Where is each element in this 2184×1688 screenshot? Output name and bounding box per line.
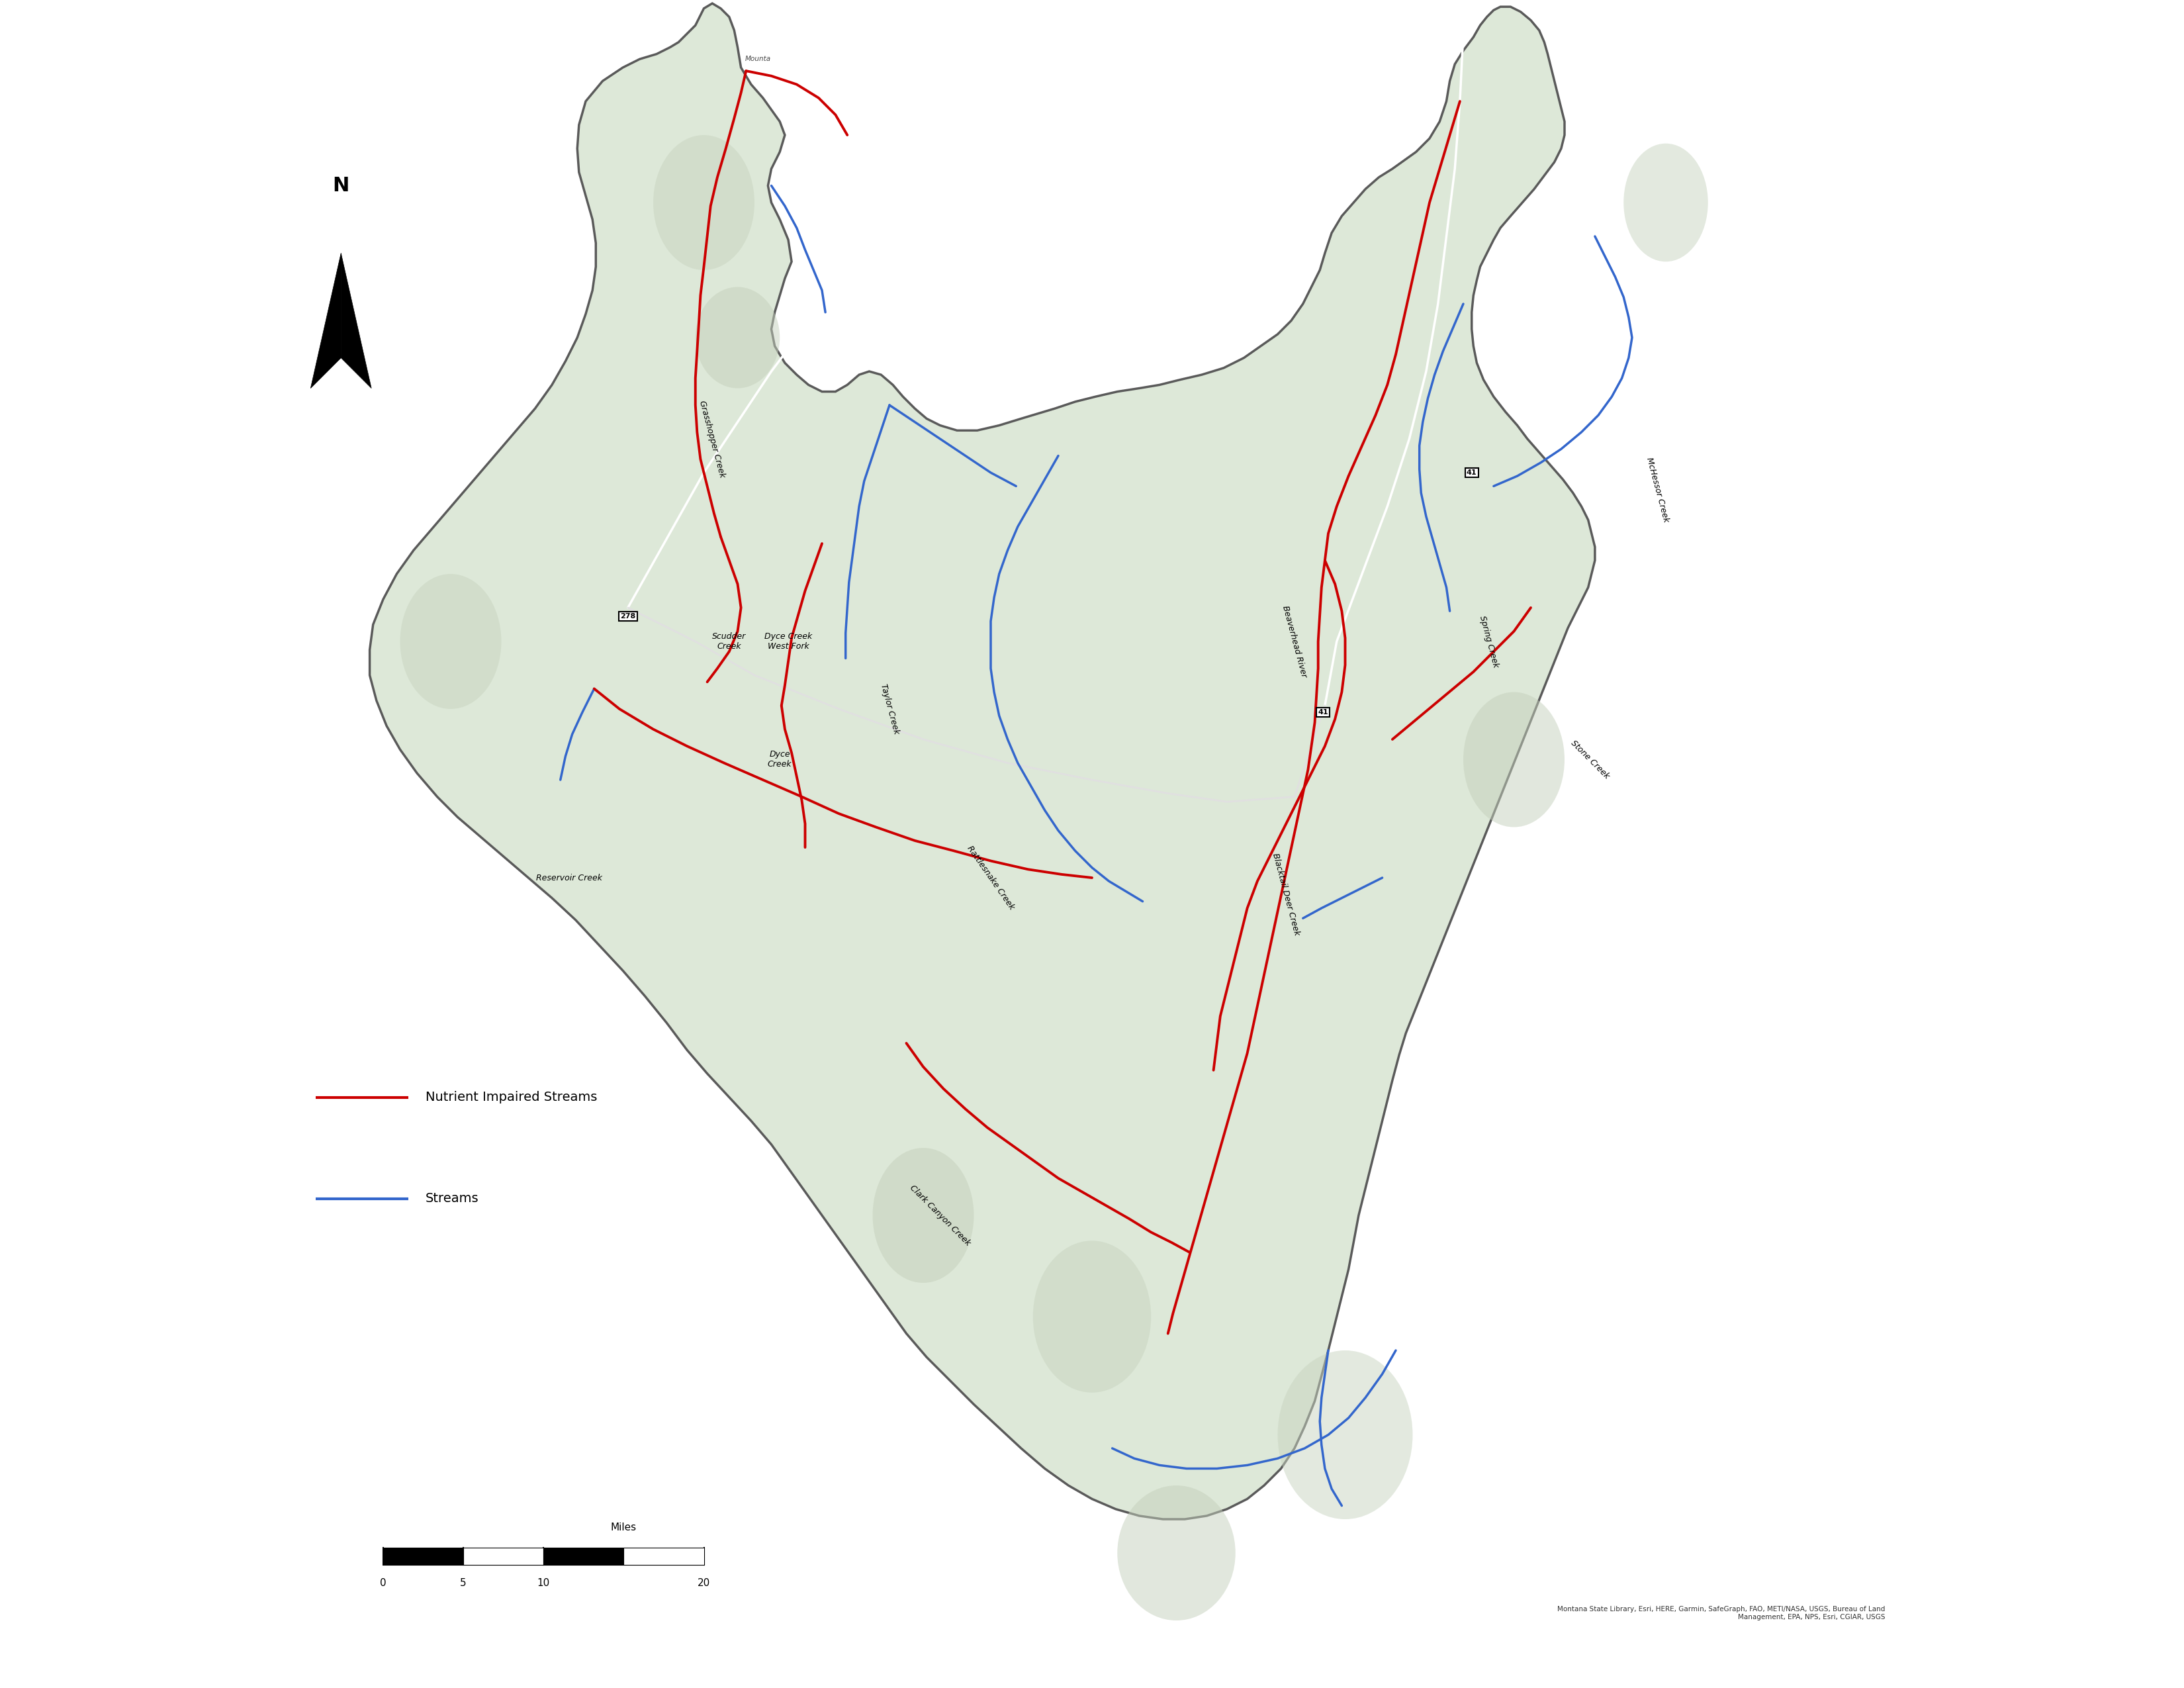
Text: 10: 10 [537, 1578, 550, 1588]
Text: Streams: Streams [426, 1192, 478, 1205]
Text: Blacktail Deer Creek: Blacktail Deer Creek [1271, 852, 1302, 937]
Text: Scudder
Creek: Scudder Creek [712, 633, 747, 650]
Ellipse shape [1278, 1350, 1413, 1519]
Polygon shape [341, 253, 371, 388]
Bar [544, 1548, 625, 1565]
Polygon shape [310, 253, 341, 388]
Text: Mounta: Mounta [745, 56, 771, 62]
Text: Spring Creek: Spring Creek [1479, 614, 1500, 668]
Text: Taylor Creek: Taylor Creek [878, 684, 900, 734]
Text: Dyce
Creek: Dyce Creek [767, 751, 793, 768]
Text: 20: 20 [697, 1578, 710, 1588]
Text: Rattlesnake Creek: Rattlesnake Creek [965, 844, 1016, 912]
Text: Beaverhead River: Beaverhead River [1280, 604, 1308, 679]
Bar [382, 1548, 463, 1565]
Text: 41: 41 [1317, 709, 1328, 716]
Text: 278: 278 [620, 613, 636, 619]
Ellipse shape [1118, 1485, 1236, 1620]
Ellipse shape [1463, 692, 1564, 827]
Polygon shape [369, 3, 1594, 1519]
Text: Nutrient Impaired Streams: Nutrient Impaired Streams [426, 1090, 596, 1104]
Ellipse shape [400, 574, 502, 709]
Text: N: N [332, 176, 349, 196]
Bar [463, 1548, 544, 1565]
Ellipse shape [874, 1148, 974, 1283]
Text: Clark Canyon Creek: Clark Canyon Creek [909, 1183, 972, 1247]
Ellipse shape [695, 287, 780, 388]
Text: Grasshopper Creek: Grasshopper Creek [699, 400, 727, 478]
Text: Dyce Creek
West Fork: Dyce Creek West Fork [764, 633, 812, 650]
Text: Miles: Miles [612, 1523, 636, 1533]
Text: Stone Creek: Stone Creek [1568, 739, 1612, 780]
Text: 0: 0 [380, 1578, 387, 1588]
Text: Montana State Library, Esri, HERE, Garmin, SafeGraph, FAO, METI/NASA, USGS, Bure: Montana State Library, Esri, HERE, Garmi… [1557, 1607, 1885, 1620]
Ellipse shape [1033, 1241, 1151, 1393]
Text: 5: 5 [461, 1578, 467, 1588]
Text: McHessor Creek: McHessor Creek [1645, 456, 1671, 523]
Text: 41: 41 [1465, 469, 1476, 476]
Text: Reservoir Creek: Reservoir Creek [535, 873, 603, 883]
Ellipse shape [653, 135, 753, 270]
Bar [625, 1548, 703, 1565]
Ellipse shape [1623, 143, 1708, 262]
